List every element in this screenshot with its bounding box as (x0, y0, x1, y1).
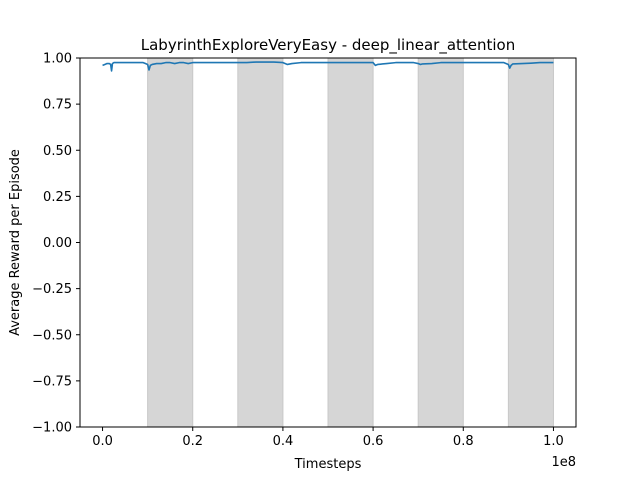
x-tick-label: 0.2 (182, 434, 203, 449)
shaded-region-1 (147, 57, 194, 428)
shaded-region-2 (237, 57, 284, 428)
y-tick-label: 1.00 (43, 52, 72, 67)
y-tick-label: 0.25 (43, 190, 72, 205)
y-tick-label: 0.75 (43, 98, 72, 113)
x-offset-label: 1e8 (551, 455, 576, 470)
y-axis: −1.00 −0.75 −0.50 −0.25 0.00 0.25 0.50 0.75 1.00 (32, 52, 80, 436)
x-tick-label: 0.6 (363, 434, 384, 449)
y-tick-label: −0.25 (32, 282, 72, 297)
chart-title: LabyrinthExploreVeryEasy - deep_linear_a… (141, 36, 516, 55)
shaded-regions (147, 57, 554, 428)
y-tick-label: −1.00 (32, 421, 72, 436)
shaded-region-4 (417, 57, 464, 428)
y-tick-label: 0.00 (43, 236, 72, 251)
x-tick-label: 1.0 (543, 434, 564, 449)
x-tick-label: 0.4 (273, 434, 294, 449)
x-axis-label: Timesteps (294, 457, 362, 472)
shaded-region-3 (327, 57, 374, 428)
shaded-region-5 (507, 57, 554, 428)
y-tick-label: 0.50 (43, 144, 72, 159)
y-tick-label: −0.75 (32, 374, 72, 389)
x-tick-label: 0.0 (92, 434, 113, 449)
series-line-1 (102, 61, 554, 72)
x-tick-label: 0.8 (453, 434, 474, 449)
x-axis: 0.0 0.2 0.4 0.6 0.8 1.0 (92, 427, 564, 449)
y-tick-label: −0.50 (32, 328, 72, 343)
y-axis-label: Average Reward per Episode (8, 149, 23, 336)
series-layer (102, 61, 554, 72)
